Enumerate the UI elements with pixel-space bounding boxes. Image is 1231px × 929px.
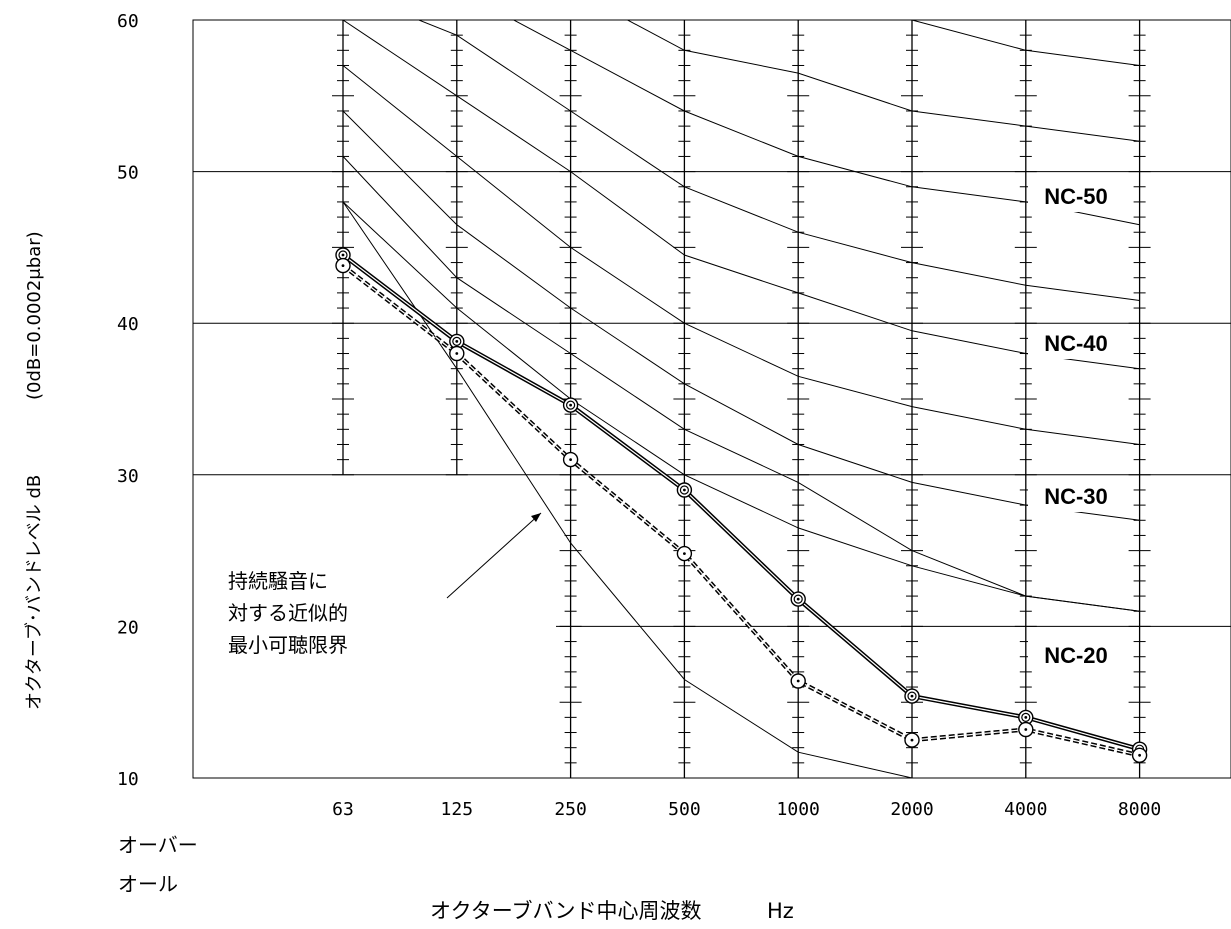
nc-curve-nc-30 bbox=[342, 65, 1140, 445]
nc-curve-nc-15 bbox=[342, 201, 1140, 612]
y-tick-label: 20 bbox=[117, 617, 139, 638]
y-tick-label: 30 bbox=[117, 466, 139, 487]
data-point bbox=[790, 673, 806, 689]
nc-label-group: NC-50 NC-40 NC-30 NC-20 bbox=[1028, 178, 1124, 670]
data-point bbox=[449, 345, 465, 362]
y-tick-label: 50 bbox=[117, 163, 139, 184]
x-tick-label: 8000 bbox=[1118, 799, 1161, 820]
data-point bbox=[904, 732, 920, 748]
data-point bbox=[562, 451, 579, 468]
annotation-line-2: 対する近似的 bbox=[228, 601, 348, 625]
x-tick-label: 125 bbox=[441, 799, 474, 820]
nc-20-label-bg bbox=[1028, 636, 1124, 670]
nc-40-label-bg bbox=[1028, 325, 1124, 359]
nc-curve-nc-25 bbox=[342, 110, 1140, 521]
band-axis-500 bbox=[673, 19, 696, 779]
x-tick-label: 2000 bbox=[890, 799, 933, 820]
plot-frame bbox=[192, 19, 1231, 779]
nc-50-label-bg bbox=[1028, 178, 1124, 212]
x-tick-label: 500 bbox=[668, 799, 701, 820]
x-tick-label: 250 bbox=[554, 799, 587, 820]
x-tick-label: 4000 bbox=[1004, 799, 1047, 820]
band-axis-125 bbox=[445, 19, 468, 476]
data-point bbox=[1018, 721, 1034, 738]
x-tick-label: 1000 bbox=[777, 799, 820, 820]
series-line-inner bbox=[342, 254, 1140, 750]
band-axis-2000 bbox=[901, 19, 923, 779]
hearing-threshold-curve bbox=[342, 201, 913, 778]
nc-curve-nc-40 bbox=[417, 20, 1140, 301]
annotation-arrow bbox=[446, 512, 542, 599]
nc-curve-nc-45 bbox=[512, 20, 1140, 226]
y-tick-label: 40 bbox=[117, 314, 139, 335]
overall-label-line-1: オーバー bbox=[118, 833, 198, 857]
threshold-annotation: 持続騒音に 対する近似的 最小可聴限界 bbox=[228, 512, 542, 657]
nc-30-label: NC-30 bbox=[1044, 484, 1108, 509]
series-solid bbox=[335, 247, 1148, 757]
y-axis-label: オクターブ･バンドレベル dB bbox=[23, 475, 45, 710]
overall-label-line-2: オール bbox=[118, 872, 178, 896]
nc-20-label: NC-20 bbox=[1044, 643, 1108, 668]
nc-30-label-bg bbox=[1028, 478, 1124, 512]
annotation-line-3: 最小可聴限界 bbox=[228, 633, 348, 657]
data-point bbox=[335, 257, 351, 274]
y-axis-reference: (0dB=0.0002μbar) bbox=[24, 231, 45, 400]
data-point bbox=[904, 688, 920, 704]
band-axis-1000 bbox=[787, 19, 810, 779]
series-dashed bbox=[335, 257, 1148, 763]
data-point bbox=[676, 545, 693, 562]
measurement-series-layer bbox=[335, 247, 1148, 763]
grid-layer bbox=[192, 19, 1231, 779]
x-axis-unit: Hz bbox=[767, 899, 794, 923]
band-axis-8000 bbox=[1128, 19, 1151, 779]
data-point bbox=[676, 482, 693, 498]
nc-50-label: NC-50 bbox=[1044, 184, 1108, 209]
nc-curve-nc-55 bbox=[908, 20, 1140, 66]
x-axis-label: オクターブバンド中心周波数 bbox=[430, 899, 702, 923]
nc-40-label: NC-40 bbox=[1044, 331, 1108, 356]
data-point bbox=[562, 397, 579, 413]
data-point bbox=[1131, 747, 1148, 763]
x-tick-labels: 63 125 250 500 1000 2000 4000 8000 bbox=[332, 799, 1161, 820]
nc-curve-nc-35 bbox=[342, 20, 1140, 370]
series-line-outer bbox=[341, 253, 1141, 752]
series-line-inner bbox=[342, 265, 1140, 756]
nc-curve-nc-20 bbox=[342, 156, 1140, 612]
annotation-arrowhead bbox=[531, 513, 541, 522]
y-tick-labels: 10 20 30 40 50 60 bbox=[117, 11, 139, 790]
annotation-line-1: 持続騒音に bbox=[228, 569, 328, 593]
nc-curve-nc-50 bbox=[626, 20, 1140, 142]
x-tick-label: 63 bbox=[332, 799, 354, 820]
nc-curves-layer bbox=[342, 20, 1140, 778]
data-point bbox=[790, 591, 806, 607]
y-tick-label: 10 bbox=[117, 769, 139, 790]
y-tick-label: 60 bbox=[117, 11, 139, 32]
